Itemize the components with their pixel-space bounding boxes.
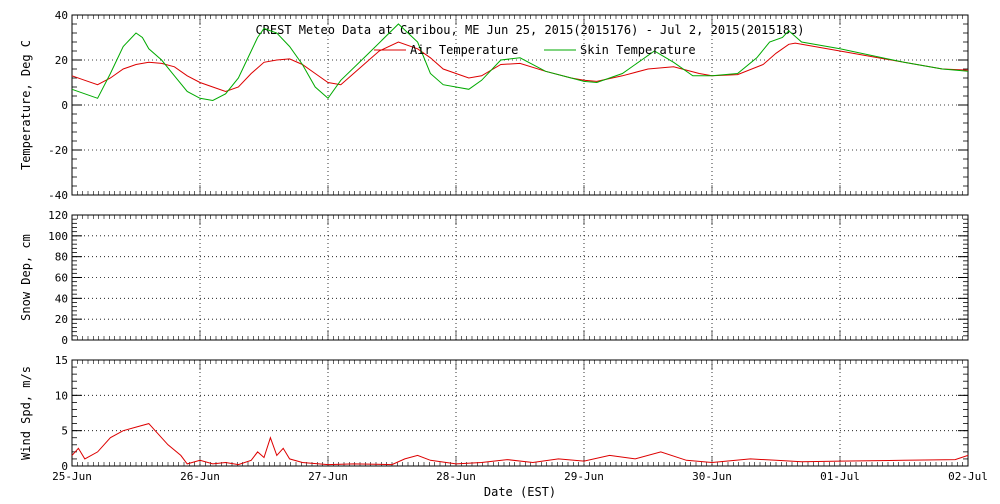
wind-y-axis-label: Wind Spd, m/s (19, 366, 33, 460)
x-axis-label: Date (EST) (484, 485, 556, 499)
chart-title: CREST Meteo Data at Caribou, ME Jun 25, … (255, 23, 804, 37)
x-tick-label: 01-Jul (820, 470, 860, 483)
temperature-y-axis-label: Temperature, Deg C (19, 40, 33, 170)
snow-ytick-label: 60 (55, 272, 68, 285)
legend-label-1: Skin Temperature (580, 43, 696, 57)
legend-label-0: Air Temperature (410, 43, 518, 57)
snow-ytick-label: 80 (55, 251, 68, 264)
snow-y-axis-label: Snow Dep, cm (19, 234, 33, 321)
x-tick-label: 26-Jun (180, 470, 220, 483)
temperature-ytick-label: 0 (61, 99, 68, 112)
wind-ytick-label: 0 (61, 460, 68, 473)
temperature-ytick-label: 40 (55, 9, 68, 22)
wind-series-line-0 (71, 423, 969, 466)
snow-ytick-label: 120 (48, 209, 68, 222)
wind-ytick-label: 5 (61, 425, 68, 438)
snow-ytick-label: 100 (48, 230, 68, 243)
snow-ytick-label: 40 (55, 292, 68, 305)
wind-ytick-label: 10 (55, 389, 68, 402)
x-tick-label: 30-Jun (692, 470, 732, 483)
wind-ytick-label: 15 (55, 354, 68, 367)
x-tick-label: 28-Jun (436, 470, 476, 483)
snow-ytick-label: 20 (55, 313, 68, 326)
x-tick-label: 25-Jun (52, 470, 92, 483)
x-tick-label: 27-Jun (308, 470, 348, 483)
snow-ytick-label: 0 (61, 334, 68, 347)
temperature-series-line-1 (71, 23, 969, 102)
wind-frame (71, 359, 969, 467)
temperature-ytick-label: 20 (55, 54, 68, 67)
x-tick-label: 02-Jul (948, 470, 988, 483)
x-tick-label: 29-Jun (564, 470, 604, 483)
temperature-ytick-label: -40 (48, 189, 68, 202)
temperature-ytick-label: -20 (48, 144, 68, 157)
temperature-series-line-0 (71, 41, 969, 93)
